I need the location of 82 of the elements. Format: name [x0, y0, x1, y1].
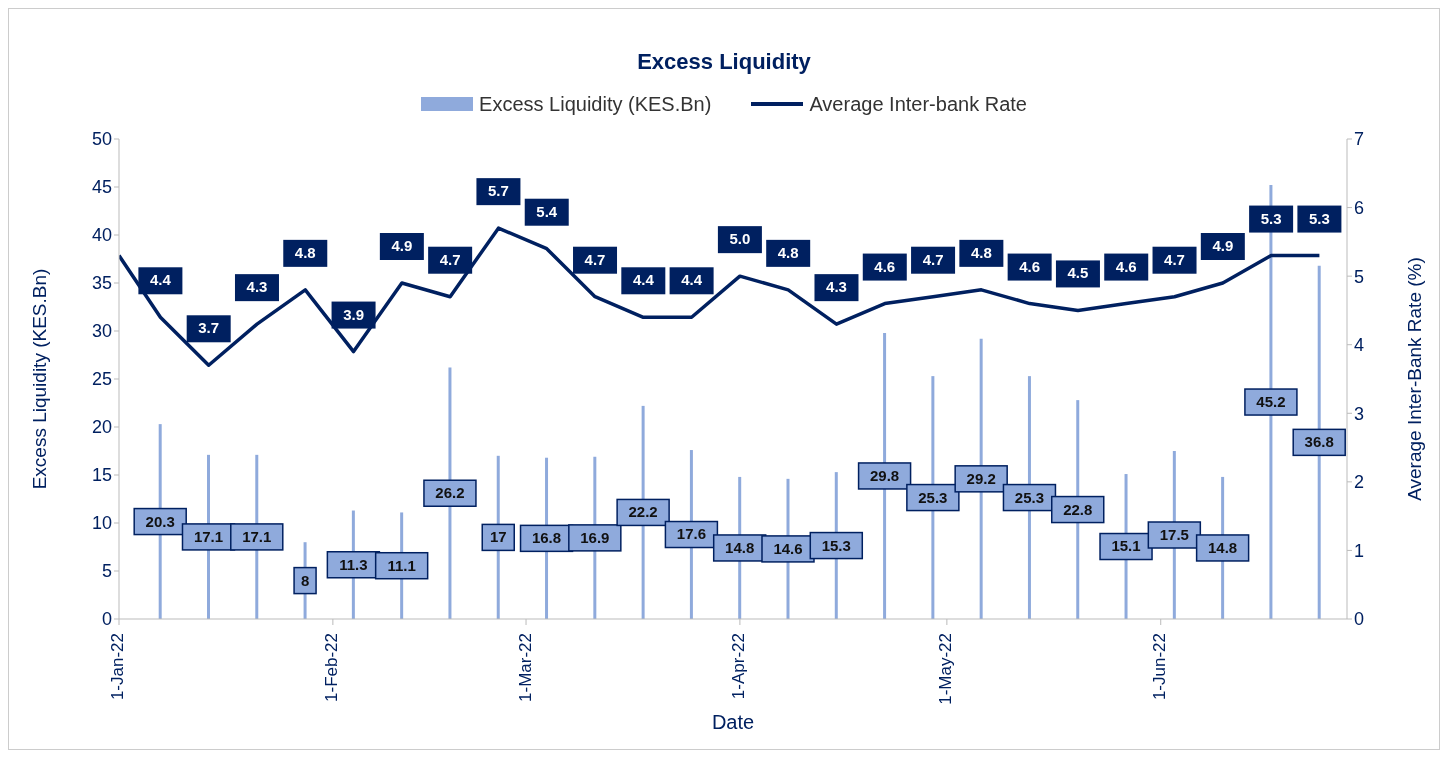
- y-tick-label: 5: [101, 561, 112, 582]
- y-tick-label: 40: [91, 225, 112, 246]
- data-label: 4.7: [584, 250, 606, 268]
- line-series: [119, 226, 1322, 368]
- data-label: 4.8: [970, 243, 992, 261]
- y2-tick-label: 6: [1354, 197, 1365, 218]
- data-label: 4.5: [1067, 264, 1089, 282]
- y-tick-label: 0: [101, 609, 112, 630]
- x-tick-label: 1-Mar-22: [515, 633, 535, 702]
- y2-tick-label: 2: [1354, 472, 1365, 493]
- data-label: 5.3: [1308, 209, 1330, 227]
- y-tick-label: 25: [91, 369, 112, 390]
- y-tick-label: 10: [91, 513, 112, 534]
- data-label: 25.3: [918, 488, 948, 506]
- data-label: 26.2: [435, 484, 465, 502]
- x-axis-title: Date: [711, 711, 755, 733]
- data-label: 3.9: [343, 305, 364, 323]
- data-label: 17.5: [1159, 525, 1189, 543]
- y-axis-title: Excess Liquidity (KES.Bn): [28, 268, 50, 490]
- data-label: 17.6: [676, 525, 707, 543]
- y2-tick-label: 3: [1354, 403, 1365, 424]
- y2-axis-title: Average Inter-Bank Rate (%): [1403, 257, 1425, 501]
- data-label: 4.4: [149, 271, 172, 289]
- data-label: 4.9: [391, 236, 413, 254]
- data-label: 5.7: [488, 182, 509, 200]
- data-label: 4.4: [681, 271, 703, 289]
- y-tick-label: 35: [91, 273, 112, 294]
- data-label: 4.4: [632, 271, 655, 289]
- y2-tick-label: 5: [1354, 266, 1365, 287]
- y-tick-label: 50: [91, 129, 112, 150]
- data-label: 29.8: [869, 466, 900, 484]
- data-label: 15.3: [821, 536, 851, 554]
- x-tick-label: 1-May-22: [936, 633, 956, 705]
- y-tick-label: 20: [91, 417, 112, 438]
- data-label: 15.1: [1111, 537, 1141, 555]
- x-tick-label: 1-Apr-22: [729, 633, 749, 700]
- y-tick-label: 30: [91, 321, 112, 342]
- data-label: 4.3: [246, 278, 268, 296]
- data-label: 16.9: [580, 528, 610, 546]
- data-label: 16.8: [531, 529, 562, 547]
- y2-tick-label: 1: [1354, 540, 1365, 561]
- data-label: 5.0: [729, 230, 751, 248]
- data-label: 45.2: [1256, 393, 1286, 411]
- data-label: 4.8: [294, 243, 316, 261]
- data-label: 36.8: [1304, 433, 1334, 451]
- data-label: 11.1: [387, 556, 416, 574]
- data-label: 4.3: [826, 278, 847, 296]
- data-label: 14.8: [1208, 538, 1238, 556]
- legend-label: Excess Liquidity (KES.Bn): [479, 92, 712, 116]
- x-tick-label: 1-Jun-22: [1150, 633, 1170, 701]
- data-label: 17.1: [242, 527, 272, 545]
- data-label: 14.6: [773, 539, 803, 557]
- y2-tick-label: 4: [1354, 335, 1365, 356]
- data-label: 4.6: [874, 257, 896, 275]
- data-label: 25.3: [1014, 488, 1045, 506]
- y-tick-label: 15: [91, 465, 112, 486]
- y2-tick-label: 7: [1354, 129, 1365, 150]
- data-label: 5.3: [1260, 209, 1282, 227]
- data-label: 22.2: [628, 503, 658, 521]
- data-label: 22.8: [1063, 500, 1093, 518]
- x-tick-label: 1-Jan-22: [108, 633, 128, 701]
- chart-title: Excess Liquidity: [636, 48, 812, 76]
- data-label: 29.2: [966, 469, 996, 487]
- data-label: 4.6: [1019, 257, 1041, 275]
- data-label: 4.7: [922, 250, 944, 268]
- data-label: 14.8: [725, 538, 755, 556]
- data-label: 8: [300, 571, 310, 589]
- data-label: 5.4: [536, 202, 558, 220]
- data-label: 17.1: [193, 527, 224, 545]
- data-label: 4.6: [1115, 257, 1137, 275]
- data-label: 4.9: [1212, 236, 1234, 254]
- data-label: 17: [489, 528, 507, 546]
- data-label: 4.8: [777, 243, 799, 261]
- data-label: 11.3: [339, 555, 368, 573]
- data-label: 3.7: [198, 319, 220, 337]
- data-label: 20.3: [145, 512, 175, 530]
- data-label: 4.7: [1164, 250, 1185, 268]
- legend-label: Average Inter-bank Rate: [809, 92, 1027, 116]
- y2-tick-label: 0: [1354, 609, 1365, 630]
- data-label: 4.7: [439, 250, 461, 268]
- y-tick-label: 45: [91, 177, 112, 198]
- x-tick-label: 1-Feb-22: [322, 633, 342, 702]
